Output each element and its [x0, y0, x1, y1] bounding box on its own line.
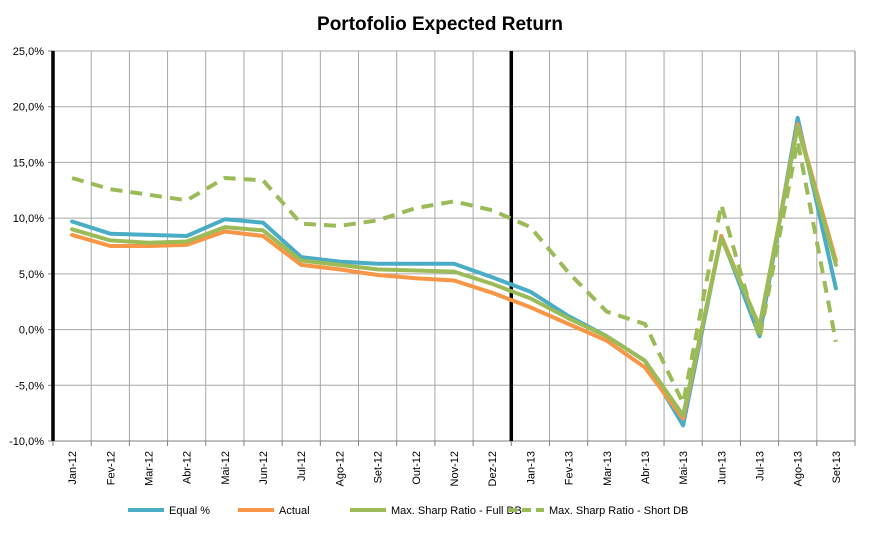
x-tick-label: Jan-13 — [525, 451, 537, 485]
y-tick-label: -10,0% — [9, 436, 44, 448]
x-tick-labels: Jan-12 Fev-12 Mar-12 Abr-12 Mai-12 Jun-12 Jul-… — [67, 451, 843, 486]
x-tick-label: Set-13 — [831, 451, 843, 483]
x-tick-label: Jan-12 — [67, 451, 79, 485]
x-tick-label: Ago-12 — [334, 451, 346, 486]
x-tick-label: Abr-13 — [640, 451, 652, 484]
y-tick-label: 5,0% — [19, 269, 44, 281]
x-tick-label: Jul-13 — [755, 451, 767, 481]
x-tick-label: Abr-12 — [182, 451, 194, 484]
y-tick-label: 20,0% — [13, 102, 44, 114]
x-tick-label: Fev-12 — [105, 451, 117, 485]
legend-label: Max. Sharp Ratio - Short DB — [549, 505, 688, 517]
x-tick-label: Jun-12 — [258, 451, 270, 485]
legend-label: Max. Sharp Ratio - Full DB — [391, 505, 522, 517]
x-tick-label: Nov-12 — [449, 451, 461, 486]
series-line-max-sharp-ratio-full-db — [70, 124, 838, 418]
y-tick-label: 0,0% — [19, 325, 44, 337]
y-tick-label: 25,0% — [13, 46, 44, 58]
gridlines — [52, 50, 856, 442]
chart-title: Portofolio Expected Return — [317, 14, 563, 35]
x-tick-label: Mai-13 — [678, 451, 690, 485]
x-tick-label: Jun-13 — [716, 451, 728, 485]
y-tick-label: -5,0% — [15, 380, 44, 392]
x-tick-label: Jul-12 — [296, 451, 308, 481]
x-tick-label: Mar-12 — [143, 451, 155, 486]
legend: Equal % Actual Max. Sharp Ratio - Full DB M… — [128, 505, 688, 517]
x-tick-label: Mar-13 — [602, 451, 614, 486]
y-tick-labels: 25,0% 20,0% 15,0% 10,0% 5,0% 0,0% -5,0% -10,0% — [9, 46, 44, 448]
y-tick-label: 10,0% — [13, 213, 44, 225]
x-tick-label: Fev-13 — [564, 451, 576, 485]
legend-label: Actual — [279, 505, 310, 517]
x-tick-label: Dez-12 — [487, 451, 499, 486]
x-tick-label: Out-12 — [411, 451, 423, 485]
axes — [48, 50, 856, 446]
x-tick-label: Set-12 — [373, 451, 385, 483]
y-tick-label: 15,0% — [13, 157, 44, 169]
series-lines — [70, 115, 838, 428]
legend-label: Equal % — [169, 505, 210, 517]
x-tick-label: Ago-13 — [793, 451, 805, 486]
x-tick-label: Mai-12 — [220, 451, 232, 485]
series-line-max-sharp-ratio-short-db — [71, 139, 838, 406]
